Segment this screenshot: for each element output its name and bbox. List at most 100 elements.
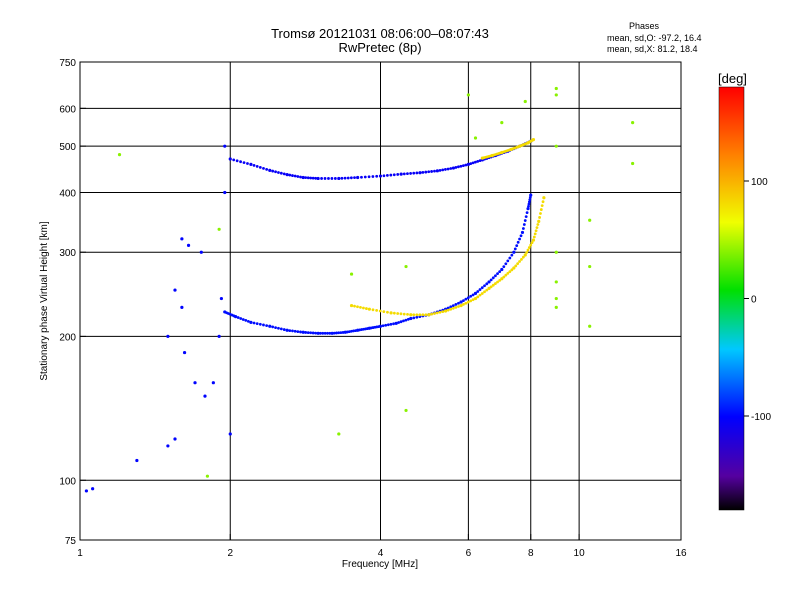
echo-point <box>239 160 242 164</box>
echo-point <box>255 164 259 168</box>
echo-point <box>476 290 480 293</box>
echo-point <box>349 272 354 276</box>
y-axis-ticks: 75 100 200 300 400 500 600 750 <box>59 58 86 547</box>
echo-point <box>378 174 383 178</box>
echo-point <box>328 331 332 335</box>
echo-point <box>457 165 460 169</box>
echo-point <box>483 284 486 288</box>
echo-point <box>384 323 388 327</box>
echo-point <box>316 176 320 181</box>
echo-point <box>367 175 371 179</box>
echo-point <box>392 322 395 326</box>
echo-point <box>392 173 396 177</box>
echo-point <box>541 200 545 204</box>
echo-point <box>375 174 379 178</box>
x-tick-label: 1 <box>77 548 83 559</box>
echo-point <box>491 283 495 287</box>
echo-point <box>502 275 506 279</box>
echo-point <box>451 306 455 310</box>
echo-point <box>473 291 478 296</box>
echo-point <box>353 304 356 308</box>
x-tick-label: 6 <box>466 548 472 559</box>
echo-point <box>249 162 253 166</box>
echo-point <box>268 168 272 172</box>
echo-point <box>402 319 405 323</box>
echo-point <box>588 324 592 328</box>
echo-point <box>506 259 510 263</box>
echo-point <box>350 329 353 333</box>
stats-title: Phases <box>628 21 660 31</box>
echo-point <box>435 311 439 315</box>
echo-point <box>323 177 327 180</box>
echo-point <box>527 200 531 204</box>
echo-point <box>536 223 540 226</box>
echo-point <box>424 170 428 174</box>
echo-point <box>301 330 305 334</box>
echo-point <box>521 227 525 230</box>
y-axis-label: Stationary phase Virtual Height [km] <box>39 221 50 381</box>
echo-point <box>508 270 512 274</box>
echo-point <box>335 331 338 335</box>
echo-point <box>554 296 558 301</box>
echo-point <box>343 176 347 180</box>
echo-point <box>449 305 453 309</box>
echo-point <box>234 315 238 319</box>
echo-point <box>274 326 277 329</box>
echo-point <box>337 176 341 181</box>
echo-point <box>396 173 400 176</box>
x-axis-label: Frequency [MHz] <box>342 559 418 570</box>
echo-point <box>255 322 259 326</box>
echo-point <box>631 121 635 125</box>
echo-point <box>459 164 463 168</box>
echo-point <box>296 175 300 178</box>
echo-point <box>462 164 465 168</box>
echo-point <box>454 166 458 169</box>
stats-x-mode: mean, sd,X: 81.2, 18.4 <box>607 44 698 54</box>
echo-point <box>554 250 558 254</box>
echo-point <box>435 169 439 173</box>
echo-point <box>235 159 239 163</box>
echo-point <box>182 350 187 355</box>
echo-point <box>478 293 482 297</box>
echo-point <box>554 144 558 148</box>
x-tick-label: 4 <box>378 548 384 559</box>
echo-point <box>433 169 436 173</box>
echo-point <box>494 282 497 285</box>
echo-point <box>271 169 275 173</box>
echo-point <box>441 310 445 314</box>
echo-point <box>457 305 460 308</box>
echo-point <box>353 176 356 180</box>
echo-point <box>526 248 530 252</box>
echo-point <box>438 310 442 314</box>
y-tick-label: 75 <box>65 536 77 547</box>
echo-point <box>404 408 408 413</box>
echo-point <box>523 219 527 222</box>
echo-point <box>239 317 243 320</box>
echo-point <box>518 260 521 263</box>
echo-point <box>203 394 207 398</box>
y-tick-label: 750 <box>59 58 76 69</box>
echo-point <box>480 292 484 295</box>
echo-point <box>542 196 546 200</box>
echo-point <box>588 264 592 269</box>
echo-point <box>228 157 232 161</box>
echo-point <box>487 286 491 291</box>
echo-point <box>291 174 294 177</box>
echo-point <box>512 250 516 254</box>
echo-point <box>268 324 272 328</box>
echo-point <box>365 307 368 310</box>
echo-point <box>498 270 502 273</box>
echo-point <box>311 176 315 180</box>
echo-point <box>500 267 504 272</box>
echo-point <box>412 171 416 175</box>
echo-point <box>520 230 525 235</box>
echo-point <box>514 264 518 268</box>
echo-point <box>193 381 197 385</box>
echo-point <box>522 223 526 226</box>
echo-point <box>406 317 410 321</box>
echo-point <box>242 161 246 164</box>
echo-point <box>244 319 248 322</box>
echo-point <box>515 244 519 248</box>
echo-point <box>397 321 401 324</box>
echo-point <box>506 271 510 275</box>
